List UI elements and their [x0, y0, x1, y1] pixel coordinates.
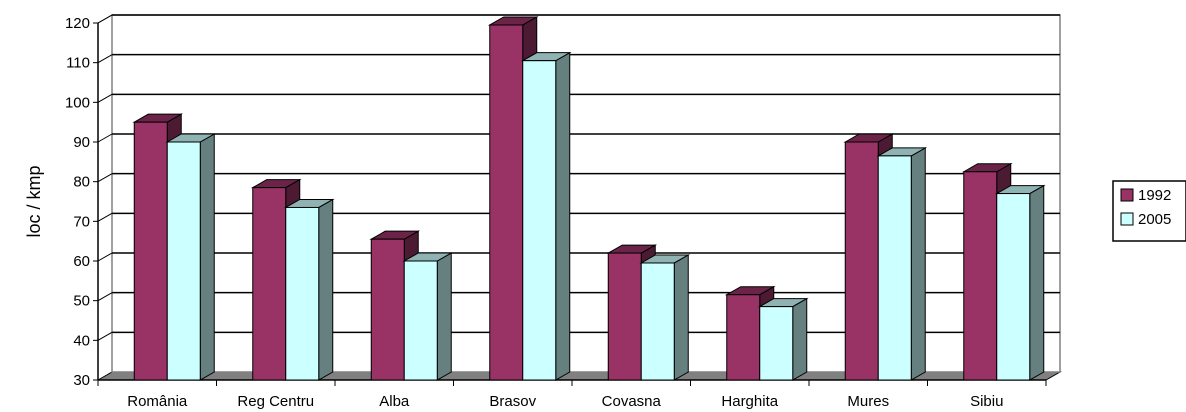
gridline-side — [97, 331, 113, 341]
y-tick-label: 40 — [73, 332, 90, 349]
x-category-label: Sibiu — [970, 393, 1003, 410]
gridline-side — [97, 173, 113, 183]
x-category-label: Reg Centru — [237, 393, 314, 410]
x-category-label: Covasna — [602, 393, 662, 410]
y-tick-label: 60 — [73, 253, 90, 270]
y-axis-label: loc / kmp — [24, 165, 44, 237]
bar-2005-0 — [165, 133, 217, 381]
x-category-label: Mures — [847, 393, 889, 410]
bar-2005-2 — [402, 252, 454, 381]
y-tick-label: 120 — [65, 15, 90, 32]
x-category-label: Brasov — [489, 393, 536, 410]
bar-2005-5 — [757, 297, 809, 381]
y-tick-label: 110 — [66, 55, 90, 72]
legend: 1992 2005 — [1112, 180, 1186, 242]
bar-2005-1 — [283, 198, 335, 381]
bar-2005-6 — [876, 147, 928, 381]
legend-label: 2005 — [1138, 211, 1171, 228]
y-tick-label: 50 — [73, 293, 90, 310]
y-tick-label: 30 — [73, 372, 90, 389]
bar-2005-4 — [639, 254, 691, 381]
y-axis-top-edge — [97, 14, 113, 24]
legend-swatch — [1120, 212, 1134, 226]
bar-2005-7 — [994, 184, 1046, 381]
bars — [132, 16, 1046, 381]
x-category-label: România — [127, 393, 188, 410]
x-category-label: Alba — [379, 393, 410, 410]
labels: loc / kmp 30 40 50 60 70 80 90 100 110 120 România… — [24, 15, 1003, 410]
gridline-side — [97, 54, 113, 64]
legend-label: 1992 — [1138, 187, 1171, 204]
gridline-side — [97, 133, 113, 143]
x-category-label: Harghita — [721, 393, 778, 410]
y-tick-label: 90 — [73, 134, 90, 151]
gridline-side — [97, 93, 113, 103]
y-tick-label: 100 — [65, 94, 90, 111]
legend-swatch — [1120, 188, 1134, 202]
bar-2005-3 — [520, 51, 572, 381]
y-tick-label: 70 — [73, 213, 90, 230]
gridline-side — [97, 292, 113, 302]
gridline-side — [97, 212, 113, 222]
y-tick-label: 80 — [73, 174, 90, 191]
gridline-side — [97, 252, 113, 262]
